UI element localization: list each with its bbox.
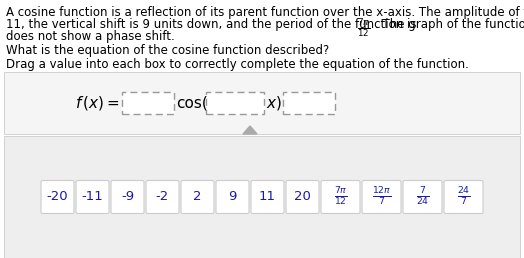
Polygon shape xyxy=(243,126,257,134)
Text: $\frac{7\pi}{12}$: $\frac{7\pi}{12}$ xyxy=(357,17,370,39)
Text: does not show a phase shift.: does not show a phase shift. xyxy=(6,30,174,43)
Text: $\frac{7\pi}{12}$: $\frac{7\pi}{12}$ xyxy=(334,186,347,208)
FancyBboxPatch shape xyxy=(321,181,360,214)
Text: . The graph of the function: . The graph of the function xyxy=(375,18,524,31)
FancyBboxPatch shape xyxy=(122,92,174,114)
Text: -2: -2 xyxy=(156,190,169,204)
Text: 9: 9 xyxy=(228,190,237,204)
Text: -9: -9 xyxy=(121,190,134,204)
Text: -20: -20 xyxy=(47,190,68,204)
Text: A cosine function is a reflection of its parent function over the x-axis. The am: A cosine function is a reflection of its… xyxy=(6,6,524,19)
Text: $\frac{24}{7}$: $\frac{24}{7}$ xyxy=(456,186,471,208)
Text: 11, the vertical shift is 9 units down, and the period of the function is: 11, the vertical shift is 9 units down, … xyxy=(6,18,420,31)
FancyBboxPatch shape xyxy=(251,181,284,214)
Text: What is the equation of the cosine function described?: What is the equation of the cosine funct… xyxy=(6,44,329,57)
FancyBboxPatch shape xyxy=(206,92,264,114)
Text: Drag a value into each box to correctly complete the equation of the function.: Drag a value into each box to correctly … xyxy=(6,58,469,71)
FancyBboxPatch shape xyxy=(216,181,249,214)
FancyBboxPatch shape xyxy=(4,136,520,258)
Text: 20: 20 xyxy=(294,190,311,204)
FancyBboxPatch shape xyxy=(283,92,335,114)
FancyBboxPatch shape xyxy=(444,181,483,214)
Text: -11: -11 xyxy=(82,190,103,204)
FancyBboxPatch shape xyxy=(286,181,319,214)
FancyBboxPatch shape xyxy=(76,181,109,214)
FancyBboxPatch shape xyxy=(146,181,179,214)
FancyBboxPatch shape xyxy=(362,181,401,214)
FancyBboxPatch shape xyxy=(41,181,74,214)
FancyBboxPatch shape xyxy=(181,181,214,214)
Text: $f\,(x) =$: $f\,(x) =$ xyxy=(75,94,120,112)
Text: cos(: cos( xyxy=(176,95,208,110)
Text: 11: 11 xyxy=(259,190,276,204)
Text: 2: 2 xyxy=(193,190,202,204)
FancyBboxPatch shape xyxy=(403,181,442,214)
Text: $\frac{7}{24}$: $\frac{7}{24}$ xyxy=(416,186,429,208)
Text: $\frac{12\pi}{7}$: $\frac{12\pi}{7}$ xyxy=(372,186,391,208)
Text: $x)$: $x)$ xyxy=(266,94,282,112)
FancyBboxPatch shape xyxy=(4,72,520,134)
FancyBboxPatch shape xyxy=(111,181,144,214)
